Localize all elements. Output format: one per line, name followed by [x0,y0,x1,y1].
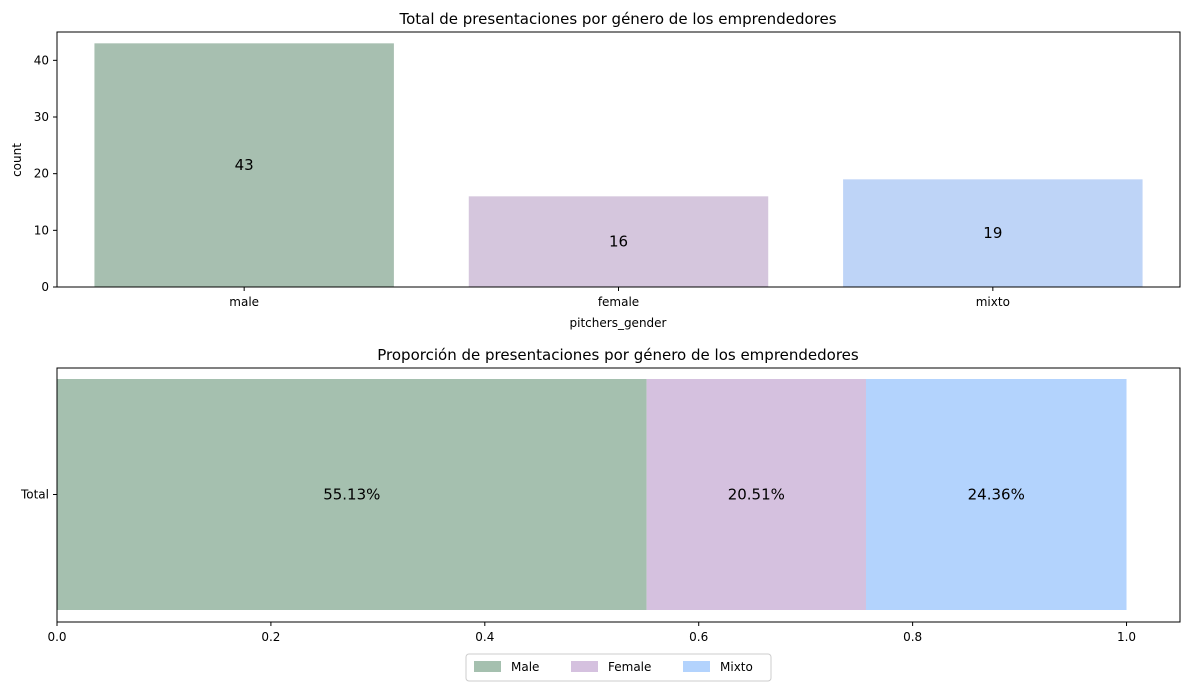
x-tick-label: 0.4 [475,630,494,644]
legend-items: Male Female Mixto [474,660,753,674]
x-axis-ticks: 0.0 0.2 0.4 0.6 0.8 1.0 [47,622,1136,644]
data-label-male: 43 [235,156,254,174]
x-tick-label: 1.0 [1117,630,1136,644]
plot-frame [56,367,1181,623]
x-tick-label: 0.8 [903,630,922,644]
chart-title: Proporción de presentaciones por género … [377,346,859,364]
x-tick-label: 0.2 [261,630,280,644]
y-tick-label: 40 [34,53,49,67]
segment-mixto [865,379,1127,610]
data-label-mixto: 19 [983,224,1002,242]
stacked-proportion-chart: Proporción de presentaciones por género … [20,346,1181,644]
x-tick-label-mixto: mixto [976,295,1010,309]
chart-title: Total de presentaciones por género de lo… [398,10,836,28]
y-axis-ticks: Total [20,488,57,502]
legend: Male Female Mixto [465,653,772,682]
stacked-segments-group [57,379,1127,610]
y-axis-label: count [10,143,24,177]
legend-swatch-female [571,661,598,672]
bar-mixto [843,179,1143,287]
x-tick-label-female: female [598,295,639,309]
segment-male [57,379,647,610]
legend-swatch-mixto [683,661,710,672]
bar-female [468,196,769,287]
legend-label-mixto: Mixto [720,660,753,674]
x-tick-label: 0.6 [689,630,708,644]
data-labels-group: 55.13% 20.51% 24.36% [323,486,1025,504]
data-labels-group: 43 16 19 [235,156,1003,251]
data-label-female: 20.51% [728,486,785,504]
bar-male [94,43,394,288]
data-label-mixto: 24.36% [968,486,1025,504]
legend-label-female: Female [608,660,651,674]
legend-frame [465,653,772,682]
x-tick-label-male: male [229,295,259,309]
legend-swatch-male [474,661,501,672]
x-axis-ticks: male female mixto [229,287,1010,309]
y-tick-label: 20 [34,167,49,181]
data-label-female: 16 [609,233,628,251]
data-label-male: 55.13% [323,486,380,504]
y-tick-label: 0 [41,280,49,294]
bar-chart-counts: Total de presentaciones por género de lo… [10,10,1181,330]
legend-label-male: Male [511,660,539,674]
y-axis-ticks: 0 10 20 30 40 [34,53,57,294]
bars-group [94,43,1143,288]
segment-female [646,379,866,610]
y-tick-label: 10 [34,223,49,237]
y-tick-label-total: Total [20,488,49,502]
x-axis-label: pitchers_gender [570,316,667,330]
y-tick-label: 30 [34,110,49,124]
plot-frame [56,31,1181,288]
x-tick-label: 0.0 [47,630,66,644]
